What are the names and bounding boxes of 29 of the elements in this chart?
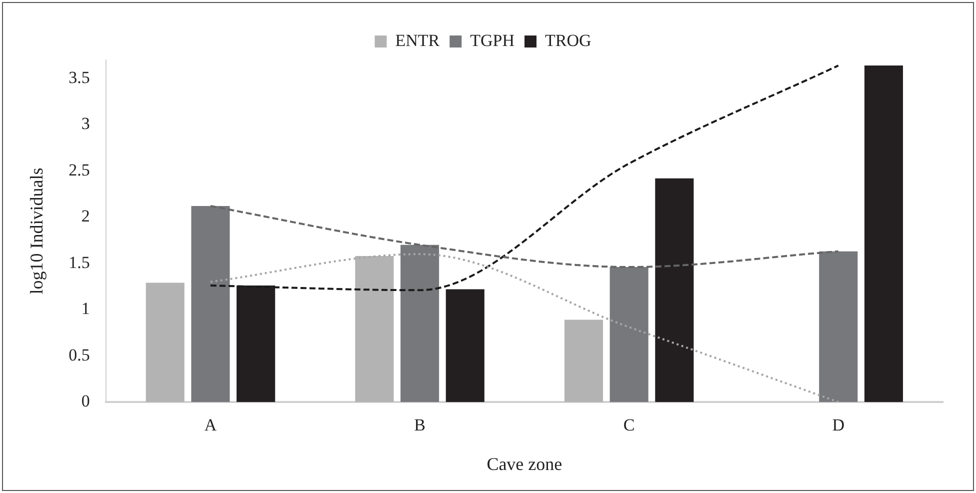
x-tick-label: B — [414, 416, 426, 435]
bar — [564, 320, 603, 402]
y-tick-label: 2 — [81, 206, 90, 226]
bar — [655, 178, 694, 402]
x-tick-label: D — [832, 416, 844, 435]
bar — [446, 289, 484, 402]
y-tick-label: 1 — [81, 299, 90, 318]
x-axis-title: Cave zone — [486, 454, 562, 474]
bar — [819, 251, 858, 402]
y-axis-title: log10 Individuals — [26, 168, 47, 294]
bar — [191, 206, 230, 402]
legend-label: ENTR — [395, 30, 440, 50]
x-tick-label: A — [204, 416, 218, 435]
bar — [610, 267, 648, 402]
x-tick-label: C — [623, 416, 635, 435]
y-tick-label: 1.5 — [68, 252, 90, 272]
line-series — [209, 253, 840, 402]
y-tick-label: 2.5 — [68, 160, 90, 180]
y-tick-label: 3 — [81, 114, 90, 134]
bar — [355, 256, 394, 402]
y-tick-label: 0 — [81, 391, 90, 410]
line-series — [209, 205, 840, 268]
bar — [146, 282, 184, 402]
y-tick-label: 0.5 — [68, 345, 90, 364]
bar — [864, 66, 903, 402]
legend-label: TROG — [545, 30, 592, 50]
legend-label: TGPH — [470, 30, 515, 50]
bar — [400, 244, 440, 402]
y-tick-label: 3.5 — [68, 68, 90, 87]
